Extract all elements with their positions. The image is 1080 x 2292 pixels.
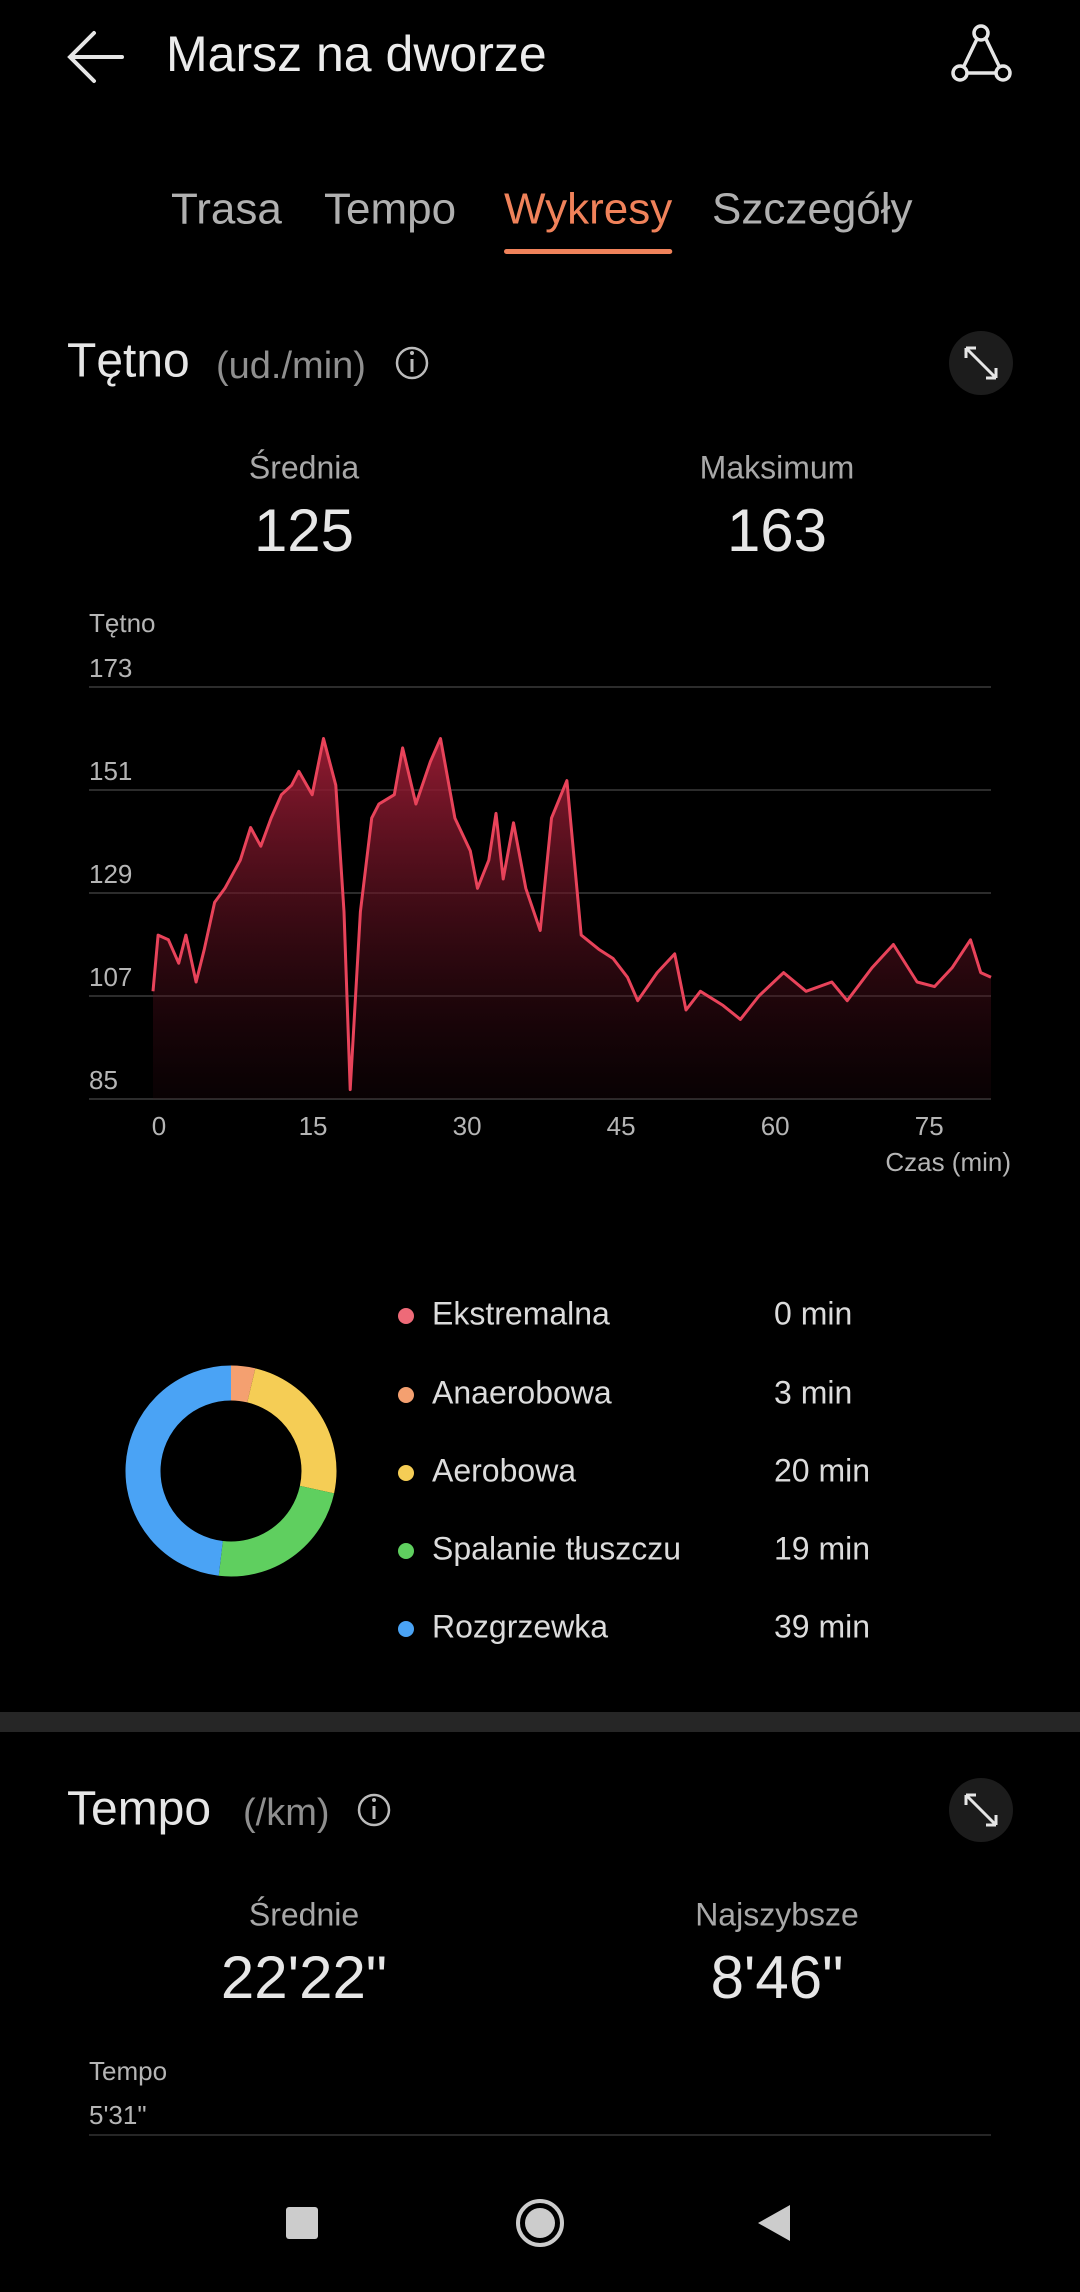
donut-segment bbox=[230, 1365, 256, 1403]
recents-button[interactable] bbox=[286, 2207, 318, 2239]
tick-label: 5'31" bbox=[89, 2100, 147, 2130]
legend-name: Spalanie tłuszczu bbox=[432, 1530, 681, 1566]
y-tick-label: 173 bbox=[89, 653, 132, 683]
info-icon[interactable] bbox=[395, 346, 429, 380]
x-tick-label: 0 bbox=[152, 1111, 166, 1141]
info-icon[interactable] bbox=[357, 1793, 391, 1827]
legend-value: 0 min bbox=[774, 1295, 852, 1331]
donut-segment bbox=[218, 1485, 335, 1577]
tab[interactable]: Tempo bbox=[324, 185, 456, 234]
stat-value: 125 bbox=[254, 497, 354, 564]
stats: Średnia 125 Maksimum 163 bbox=[249, 449, 854, 563]
tab[interactable]: Wykresy bbox=[504, 185, 672, 234]
page-title: Marsz na dworze bbox=[166, 26, 547, 82]
stat-value: 163 bbox=[727, 497, 827, 564]
zones: Ekstremalna 0 min Anaerobowa 3 min Aerobowa 2… bbox=[125, 1295, 870, 1644]
donut-segment bbox=[125, 1365, 232, 1576]
expand-button[interactable] bbox=[949, 1778, 1013, 1842]
back-button[interactable] bbox=[67, 31, 124, 83]
legend-dot bbox=[398, 1308, 414, 1324]
legend-name: Ekstremalna bbox=[432, 1295, 610, 1331]
x-tick-label: 60 bbox=[761, 1111, 790, 1141]
legend-dot bbox=[398, 1543, 414, 1559]
legend-value: 3 min bbox=[774, 1374, 852, 1410]
axis-label: Tętno bbox=[89, 608, 156, 638]
tab-bar: Trasa Tempo Wykresy Szczegóły bbox=[171, 185, 913, 254]
legend-value: 20 min bbox=[774, 1452, 870, 1488]
expand-button[interactable] bbox=[949, 331, 1013, 395]
x-tick-label: 30 bbox=[453, 1111, 482, 1141]
legend-value: 19 min bbox=[774, 1530, 870, 1566]
axis-label: Czas (min) bbox=[885, 1147, 1011, 1177]
x-tick-label: 45 bbox=[607, 1111, 636, 1141]
legend-name: Aerobowa bbox=[432, 1452, 576, 1488]
legend-name: Anaerobowa bbox=[432, 1374, 612, 1410]
separator bbox=[0, 1712, 1080, 1732]
stat-label: Maksimum bbox=[700, 449, 855, 485]
share-button[interactable] bbox=[951, 24, 1012, 82]
y-tick-label: 85 bbox=[89, 1065, 118, 1095]
tab-indicator bbox=[504, 249, 673, 254]
legend-name: Rozgrzewka bbox=[432, 1608, 608, 1644]
legend-dot bbox=[398, 1621, 414, 1637]
stats: Średnie 22'22" Najszybsze 8'46" bbox=[221, 1896, 859, 2010]
back-nav-button[interactable] bbox=[758, 2205, 790, 2241]
stat-value: 8'46" bbox=[711, 1944, 844, 2011]
x-tick-label: 75 bbox=[915, 1111, 944, 1141]
area bbox=[153, 738, 991, 1099]
legend-dot bbox=[398, 1465, 414, 1481]
stat-label: Średnia bbox=[249, 449, 360, 485]
heart-chart: Tętno 85 107 129 151 173 0 15 30 45 60 75 Czas (min) bbox=[89, 608, 1011, 1177]
legend-dot bbox=[398, 1387, 414, 1403]
stat-label: Średnie bbox=[249, 1896, 359, 1932]
section-unit: (ud./min) bbox=[216, 345, 366, 387]
axis-label: Tempo bbox=[89, 2056, 167, 2086]
tab[interactable]: Trasa bbox=[171, 185, 282, 234]
donut-segment bbox=[246, 1368, 337, 1494]
tab[interactable]: Szczegóły bbox=[712, 185, 913, 234]
section-unit: (/km) bbox=[243, 1792, 330, 1834]
y-tick-label: 107 bbox=[89, 962, 132, 992]
section-title: Tempo bbox=[67, 1783, 211, 1836]
section-title: Tętno bbox=[67, 335, 190, 388]
stat-value: 22'22" bbox=[221, 1944, 387, 2011]
y-tick-label: 151 bbox=[89, 756, 132, 786]
y-tick-label: 129 bbox=[89, 859, 132, 889]
x-tick-label: 15 bbox=[299, 1111, 328, 1141]
home-button[interactable] bbox=[516, 2199, 564, 2247]
legend-value: 39 min bbox=[774, 1608, 870, 1644]
line bbox=[151, 737, 992, 1092]
stat-label: Najszybsze bbox=[695, 1896, 859, 1932]
